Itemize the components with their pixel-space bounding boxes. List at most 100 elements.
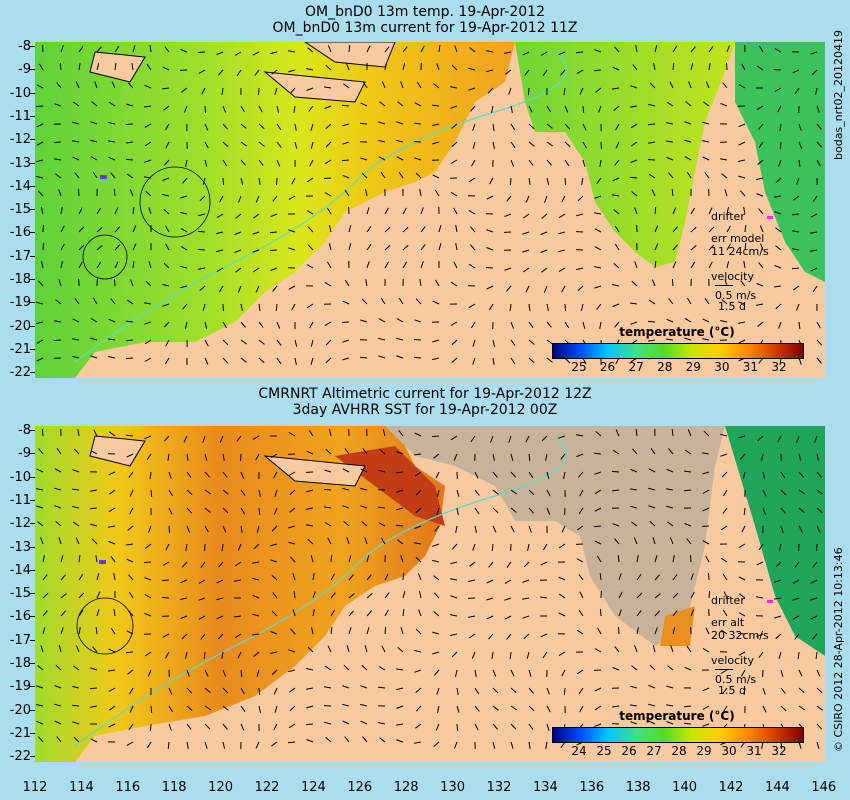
current-arrow: [380, 171, 386, 179]
current-arrow: [108, 471, 116, 476]
current-arrow: [310, 123, 314, 131]
current-arrow: [469, 633, 476, 639]
current-arrow: [816, 669, 821, 677]
current-arrow: [558, 51, 566, 56]
current-arrow: [653, 63, 656, 71]
current-arrow: [687, 429, 692, 437]
current-arrow: [307, 538, 314, 545]
current-arrow: [186, 489, 193, 496]
current-arrow: [181, 633, 188, 640]
current-arrow: [492, 687, 499, 694]
current-arrow: [740, 190, 746, 197]
bottom-side-label: © CSIRO 2012 28-Apr-2012 10:13:46: [832, 547, 845, 752]
current-arrow: [39, 63, 44, 71]
current-arrow: [342, 339, 350, 343]
current-arrow: [779, 141, 782, 150]
current-arrow: [432, 543, 440, 547]
current-arrow: [402, 591, 406, 599]
current-arrow: [669, 81, 674, 89]
current-arrow: [348, 593, 355, 599]
current-arrow: [308, 429, 314, 437]
current-arrow: [148, 207, 152, 215]
current-arrow: [324, 522, 332, 527]
current-arrow: [492, 471, 498, 478]
current-arrow: [738, 141, 746, 146]
current-arrow: [114, 244, 121, 251]
current-arrow: [561, 525, 566, 533]
current-arrow: [630, 704, 638, 707]
current-arrow: [796, 303, 800, 311]
current-arrow: [165, 225, 170, 233]
current-arrow: [756, 65, 764, 71]
current-arrow: [648, 720, 656, 725]
current-arrow: [630, 123, 638, 129]
current-arrow: [575, 51, 584, 54]
current-arrow: [455, 669, 458, 677]
current-arrow: [648, 487, 656, 491]
current-arrow: [271, 69, 278, 75]
current-arrow: [204, 105, 206, 114]
current-arrow: [344, 279, 350, 287]
current-arrow: [558, 576, 566, 581]
current-arrow: [42, 610, 48, 617]
current-arrow: [167, 741, 170, 750]
current-arrow: [651, 189, 656, 197]
current-arrow: [234, 579, 242, 582]
current-arrow: [522, 597, 530, 600]
current-arrow: [630, 468, 638, 473]
current-arrow: [90, 489, 98, 492]
top-title-line2: OM_bnD0 13m current for 19-Apr-2012 11Z: [272, 20, 578, 36]
current-arrow: [668, 172, 674, 179]
current-arrow: [708, 207, 713, 215]
current-arrow: [672, 574, 678, 581]
current-arrow: [96, 226, 103, 233]
current-arrow: [756, 303, 764, 306]
current-arrow: [198, 597, 206, 601]
top-ocean-gulf: [515, 42, 735, 267]
current-arrow: [509, 651, 512, 660]
current-arrow: [450, 321, 458, 326]
current-arrow: [564, 123, 571, 130]
current-arrow: [545, 453, 548, 461]
current-arrow: [398, 297, 404, 305]
current-arrow: [791, 267, 800, 270]
current-arrow: [414, 669, 422, 673]
current-arrow: [564, 159, 570, 167]
current-arrow: [415, 489, 422, 496]
current-arrow: [361, 172, 368, 179]
current-arrow: [396, 723, 404, 726]
current-arrow: [654, 593, 661, 599]
current-arrow: [74, 172, 80, 179]
y-tick: [30, 209, 35, 211]
current-arrow: [522, 249, 530, 253]
current-arrow: [631, 521, 638, 527]
current-arrow: [234, 561, 242, 567]
current-arrow: [743, 261, 746, 269]
current-arrow: [361, 521, 368, 527]
current-arrow: [450, 191, 458, 197]
current-arrow: [109, 431, 116, 437]
current-arrow: [58, 189, 62, 197]
current-arrow: [630, 302, 638, 305]
current-arrow: [418, 609, 422, 617]
current-arrow: [162, 177, 170, 181]
current-arrow: [258, 489, 261, 497]
current-arrow: [593, 525, 602, 528]
current-arrow: [73, 736, 80, 743]
current-arrow: [144, 357, 152, 362]
current-arrow: [60, 593, 67, 599]
bottom-nodata-region: [385, 426, 725, 646]
current-arrow: [90, 450, 98, 455]
current-arrow: [450, 561, 458, 565]
current-arrow: [288, 247, 296, 251]
current-arrow: [415, 705, 422, 712]
current-arrow: [307, 646, 314, 653]
current-arrow: [540, 633, 548, 638]
current-arrow: [380, 537, 386, 545]
current-arrow: [365, 189, 368, 197]
current-arrow: [186, 525, 191, 533]
current-arrow: [126, 320, 134, 323]
current-arrow: [311, 627, 314, 635]
current-arrow: [164, 123, 170, 131]
current-arrow: [416, 81, 422, 89]
